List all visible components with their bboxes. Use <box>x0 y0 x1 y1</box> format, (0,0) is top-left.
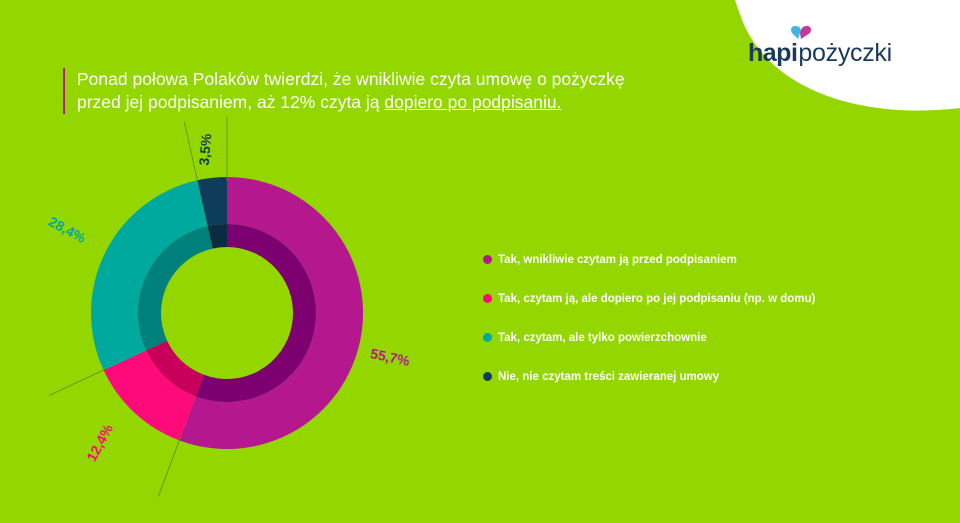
slice-inner-2 <box>137 226 213 351</box>
value-label-2: 28,4% <box>46 213 89 246</box>
legend-swatch-0 <box>483 255 492 264</box>
slice-inner-1 <box>146 340 204 397</box>
value-label-0: 55,7% <box>369 345 412 369</box>
leader-line-2 <box>48 368 108 396</box>
headline-underlined-text: dopiero po podpisaniu. <box>384 92 562 112</box>
headline-line-2: przed jej podpisaniem, aż 12% czyta ją d… <box>77 91 625 114</box>
slice-outer-1 <box>103 350 196 441</box>
headline: Ponad połowa Polaków twierdzi, że wnikli… <box>63 68 625 114</box>
leader-line-3 <box>183 121 199 185</box>
legend-item-2: Tak, czytam, ale tylko powierzchownie <box>483 318 815 357</box>
logo-hapi: hapi <box>748 26 811 68</box>
legend-item-3: Nie, nie czytam treści zawieranej umowy <box>483 357 815 396</box>
heart-icon <box>791 26 811 39</box>
slice-outer-3 <box>197 177 227 227</box>
slice-outer-2 <box>90 180 208 371</box>
logo-pozyczki: pożyczki <box>798 39 892 67</box>
legend-swatch-2 <box>483 333 492 342</box>
value-label-3: 3,5% <box>196 132 215 166</box>
legend-item-0: Tak, wnikliwie czytam ją przed podpisani… <box>483 240 815 279</box>
headline-line-1: Ponad połowa Polaków twierdzi, że wnikli… <box>77 69 625 89</box>
slice-inner-0 <box>195 224 316 402</box>
legend-label-2: Tak, czytam, ale tylko powierzchownie <box>498 331 707 344</box>
slice-outer-0 <box>179 177 364 449</box>
legend-label-1: Tak, czytam ją, ale dopiero po jej podpi… <box>498 292 816 305</box>
legend-swatch-3 <box>483 372 492 381</box>
legend-item-1: Tak, czytam ją, ale dopiero po jej podpi… <box>483 279 815 318</box>
headline-line-2-text: przed jej podpisaniem, aż 12% czyta ją <box>77 92 385 112</box>
value-label-1: 12,4% <box>83 421 116 464</box>
legend-label-0: Tak, wnikliwie czytam ją przed podpisani… <box>498 253 737 266</box>
legend-label-3: Nie, nie czytam treści zawieranej umowy <box>498 370 720 383</box>
slice-inner-3 <box>207 224 227 249</box>
legend-swatch-1 <box>483 294 492 303</box>
leader-line-1 <box>157 436 182 497</box>
brand-logo: hapi pożyczki <box>748 26 892 68</box>
white-corner-shape <box>735 0 960 111</box>
chart-legend: Tak, wnikliwie czytam ją przed podpisani… <box>483 240 815 396</box>
